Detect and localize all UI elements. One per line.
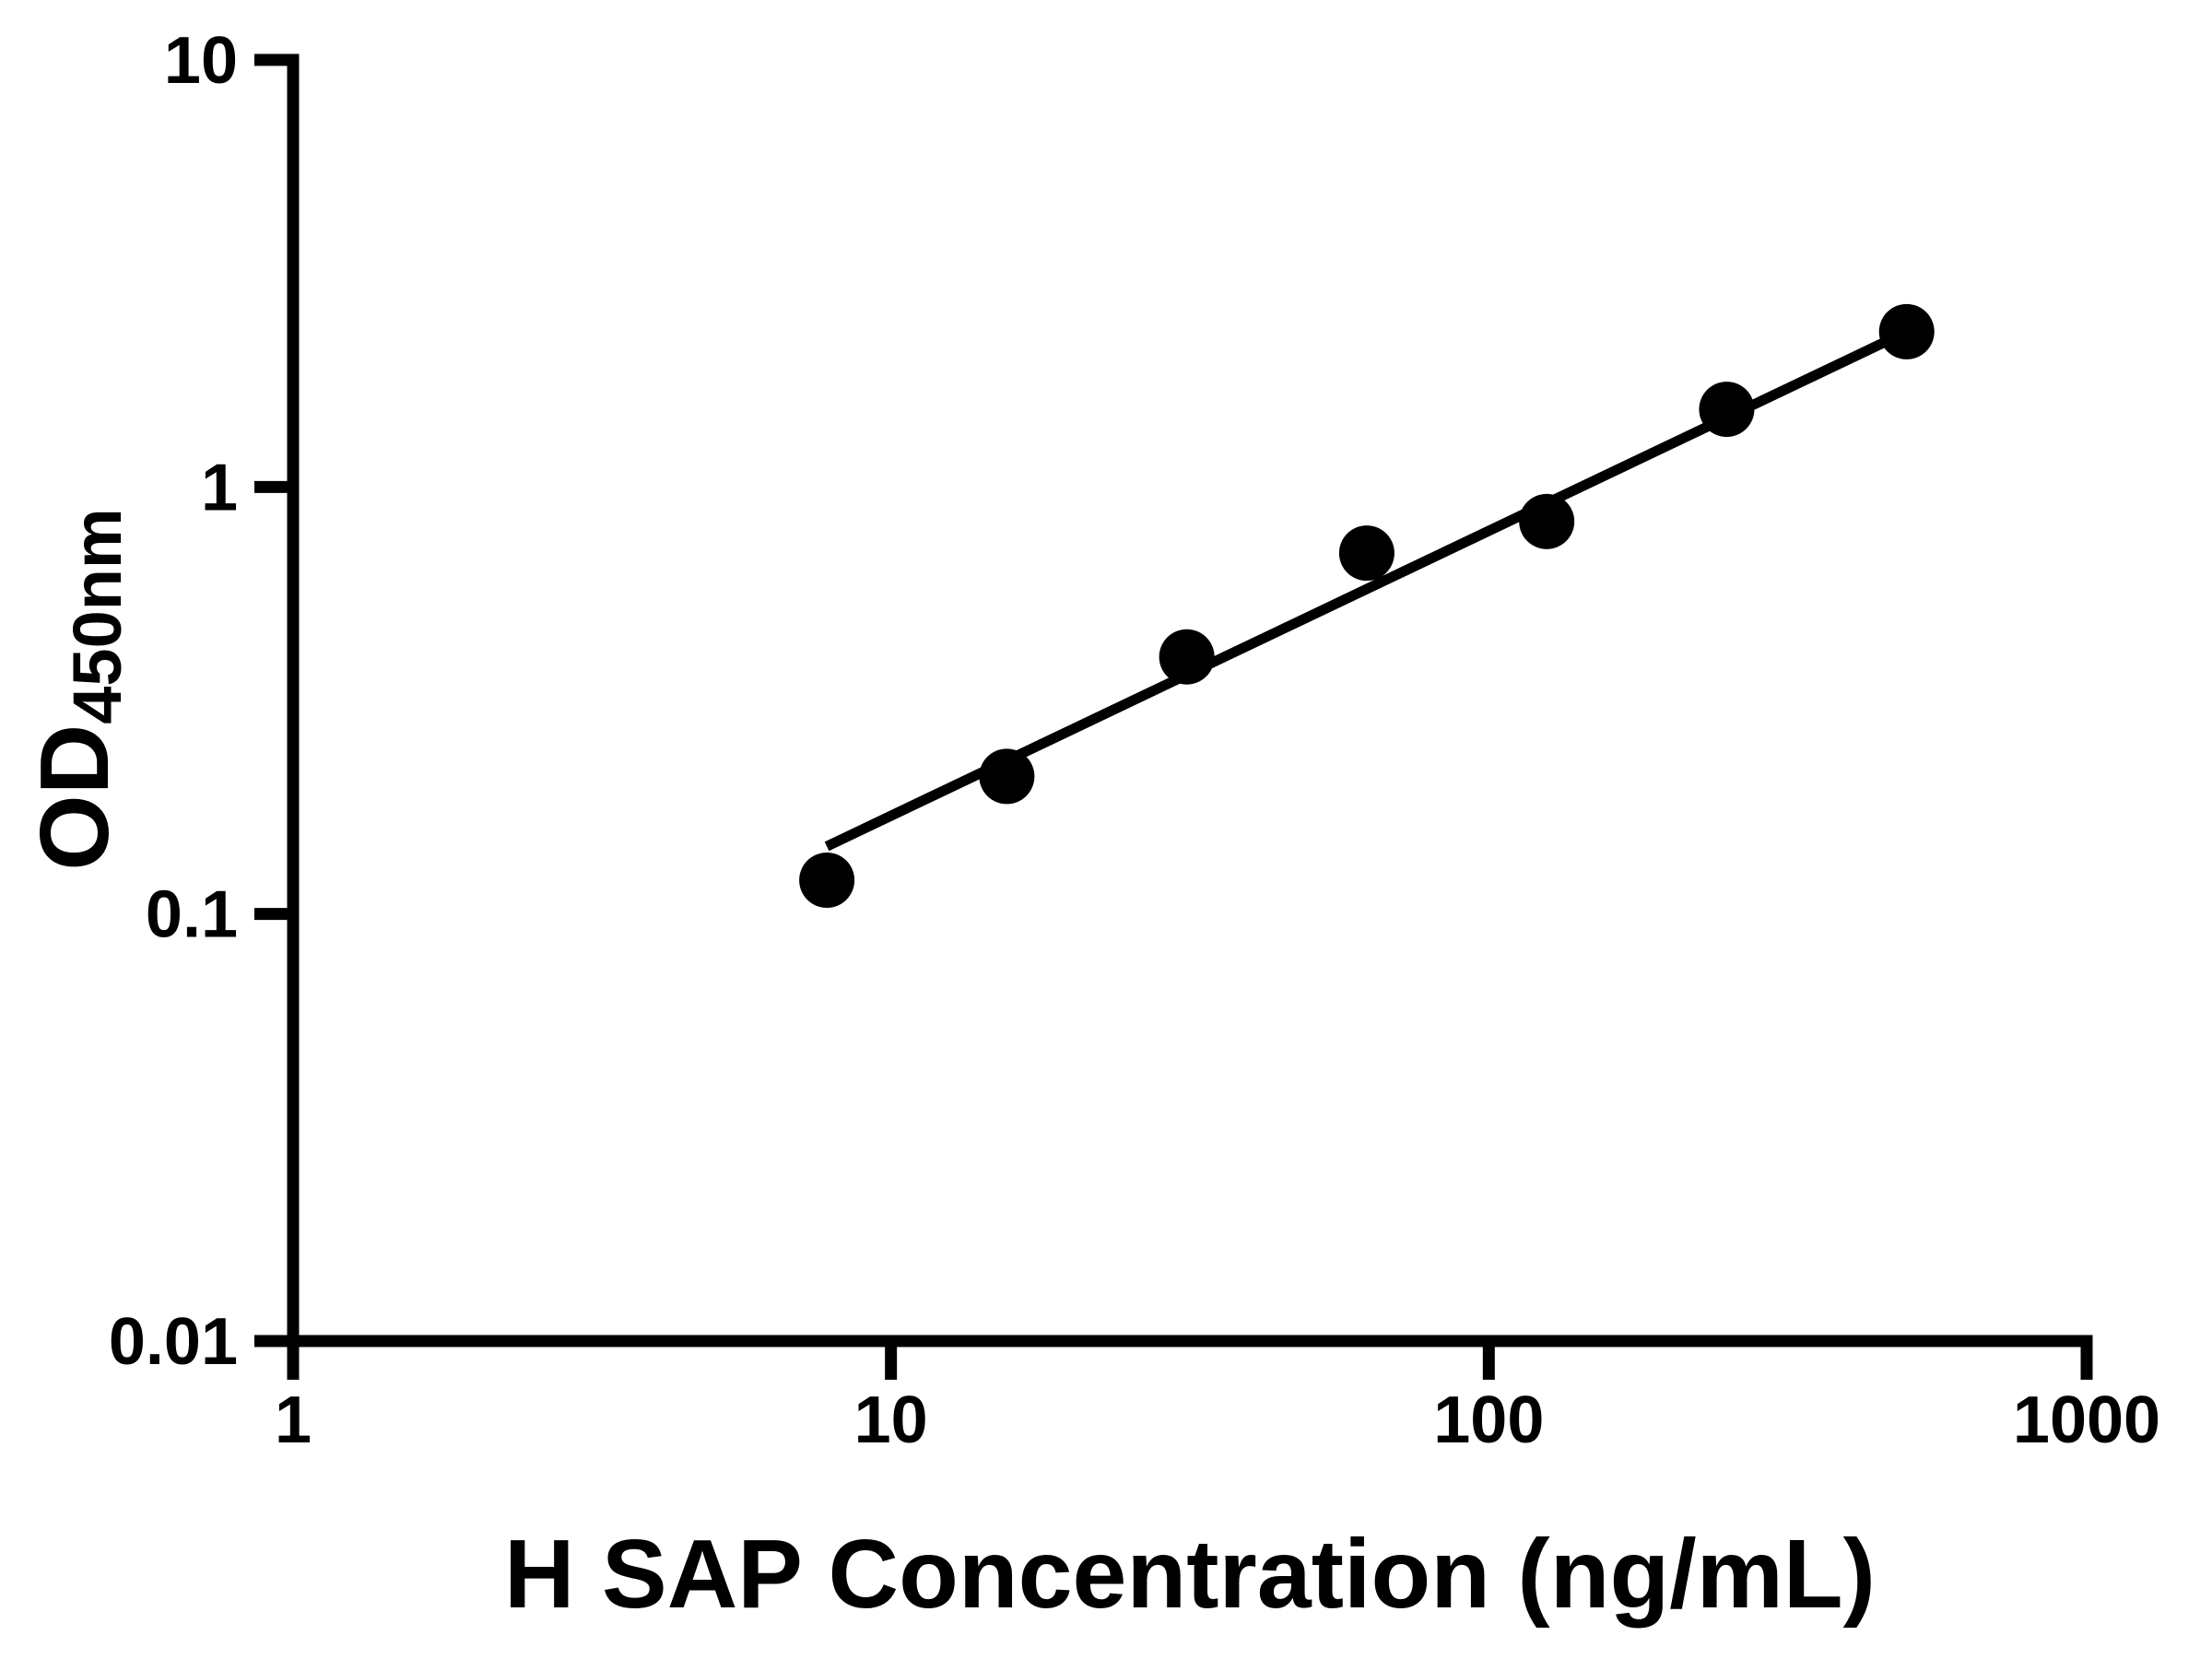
- y-axis-tick-label: 10: [164, 24, 238, 98]
- data-point: [979, 748, 1035, 805]
- x-axis-title: H SAP Concentration (ng/mL): [504, 1520, 1876, 1629]
- plot-area: [799, 303, 1935, 908]
- y-axis-title: OD450nm: [20, 508, 135, 870]
- x-axis-tick-label: 1: [275, 1383, 312, 1457]
- axes: [254, 53, 2093, 1380]
- data-point: [1519, 493, 1575, 549]
- data-point: [1338, 525, 1394, 582]
- x-axis-tick-label: 1000: [2013, 1383, 2160, 1457]
- y-axis-tick-label: 1: [201, 451, 238, 524]
- data-point: [1159, 629, 1215, 685]
- x-axis-tick-label: 10: [854, 1383, 928, 1457]
- y-axis-title-subscript: 450nm: [59, 508, 135, 724]
- data-point: [1878, 303, 1935, 359]
- y-axis-tick-label: 0.1: [146, 878, 238, 952]
- data-point: [1699, 382, 1755, 438]
- y-axis-title-main: OD: [20, 724, 129, 871]
- data-point: [799, 852, 855, 908]
- y-axis-tick-label: 0.01: [109, 1305, 238, 1379]
- x-axis-tick-label: 100: [1433, 1383, 1544, 1457]
- tick-labels: 1 10 100 1000 0.01 0.1 1 10: [109, 24, 2160, 1457]
